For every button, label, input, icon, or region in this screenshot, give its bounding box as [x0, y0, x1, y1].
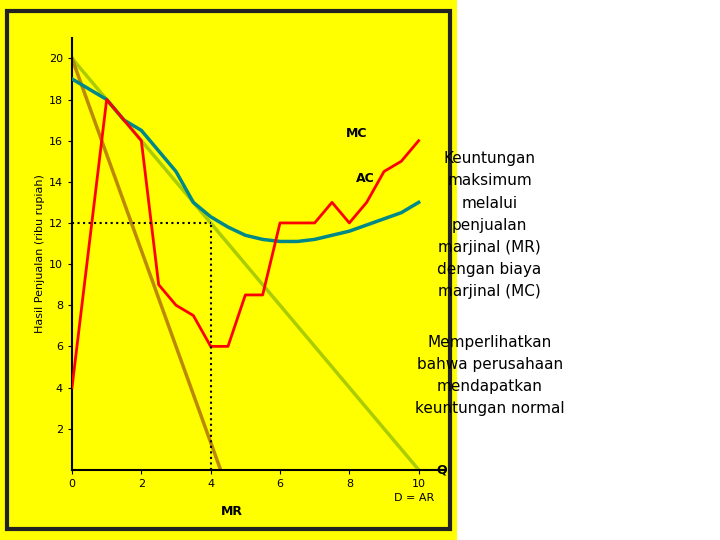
Text: MR: MR [220, 505, 243, 518]
Text: D = AR: D = AR [395, 492, 435, 503]
Text: Keuntungan
maksimum
melalui
penjualan
marjinal (MR)
dengan biaya
marjinal (MC): Keuntungan maksimum melalui penjualan ma… [438, 151, 541, 299]
Text: Memperlihatkan
bahwa perusahaan
mendapatkan
keuntungan normal: Memperlihatkan bahwa perusahaan mendapat… [415, 335, 564, 416]
Text: Q: Q [436, 463, 446, 476]
Y-axis label: Hasil Penjualan (ribu rupiah): Hasil Penjualan (ribu rupiah) [35, 174, 45, 333]
Text: AC: AC [356, 172, 375, 185]
Text: MC: MC [346, 126, 367, 139]
